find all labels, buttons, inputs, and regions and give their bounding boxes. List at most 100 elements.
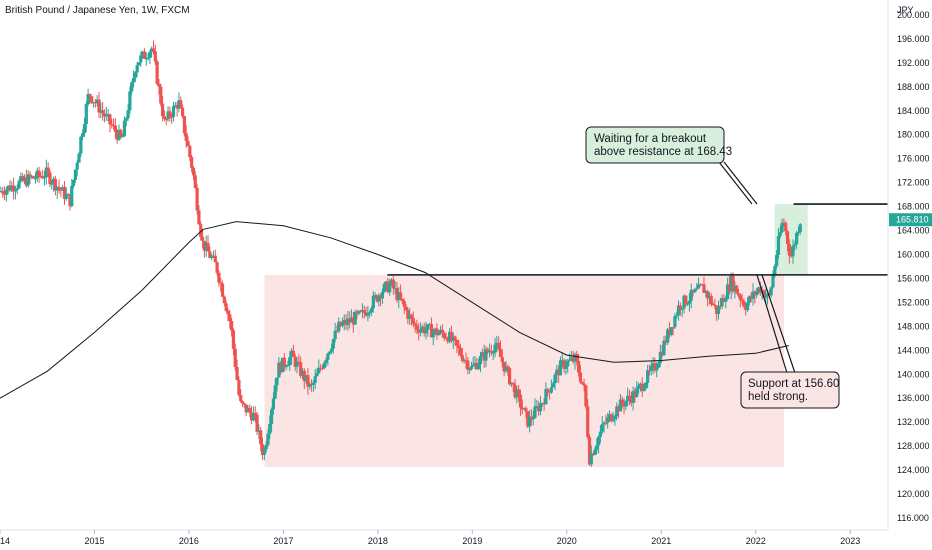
candle-body bbox=[487, 350, 492, 353]
candle-body bbox=[531, 417, 535, 420]
resistance-callout-box[interactable] bbox=[585, 126, 725, 164]
candle-body bbox=[656, 363, 661, 368]
candle-body bbox=[62, 187, 67, 199]
candle-body bbox=[280, 357, 285, 373]
candle-body bbox=[171, 106, 176, 117]
candle-body bbox=[219, 282, 223, 284]
candle-body bbox=[771, 275, 775, 288]
candle-body bbox=[507, 368, 512, 385]
candle-body bbox=[567, 359, 572, 361]
candle-body bbox=[509, 382, 513, 385]
candle-body bbox=[195, 187, 199, 211]
candle-body bbox=[587, 437, 592, 465]
candle-body bbox=[191, 167, 196, 176]
candle-body bbox=[340, 322, 345, 326]
candle-body bbox=[242, 403, 246, 405]
candle-body bbox=[10, 185, 14, 191]
y-tick-label: 132.000 bbox=[897, 417, 930, 427]
x-tick-label: 2018 bbox=[368, 536, 388, 546]
candle-body bbox=[480, 352, 484, 356]
candle-body bbox=[796, 232, 801, 234]
candle-body bbox=[780, 222, 784, 233]
x-tick-label: 2022 bbox=[746, 536, 766, 546]
candle-body bbox=[506, 366, 510, 369]
candle-body bbox=[226, 310, 230, 315]
candle-body bbox=[240, 401, 245, 404]
candle-body bbox=[433, 328, 437, 332]
candle-body bbox=[765, 293, 770, 297]
candle-body bbox=[139, 55, 143, 63]
support-callout-box[interactable] bbox=[740, 371, 840, 409]
y-tick-label: 140.000 bbox=[897, 369, 930, 379]
candle-body bbox=[68, 194, 72, 207]
candle-body bbox=[288, 357, 292, 366]
candle-body bbox=[210, 256, 214, 258]
candle-body bbox=[1, 190, 5, 194]
callout-pointer bbox=[761, 274, 796, 374]
candle-body bbox=[660, 351, 664, 356]
candle-body bbox=[538, 403, 543, 412]
candle-body bbox=[611, 419, 615, 422]
candle-body bbox=[633, 391, 637, 398]
candle-body bbox=[110, 124, 114, 126]
candle-body bbox=[222, 296, 226, 304]
y-tick-label: 164.000 bbox=[897, 226, 930, 236]
candle-body bbox=[153, 51, 157, 62]
candle-body bbox=[409, 314, 414, 319]
candle-body bbox=[724, 299, 728, 302]
candle-body bbox=[627, 395, 632, 399]
candle-body bbox=[206, 242, 210, 252]
candle-body bbox=[471, 364, 475, 367]
candle-body bbox=[309, 383, 314, 385]
candle-body bbox=[698, 284, 702, 286]
candle-body bbox=[202, 240, 206, 251]
candle-body bbox=[460, 355, 464, 361]
candle-body bbox=[21, 176, 25, 182]
candle-body bbox=[733, 285, 737, 292]
candle-body bbox=[42, 177, 47, 179]
candle-body bbox=[317, 367, 321, 374]
candle-body bbox=[706, 291, 710, 299]
candle-body bbox=[787, 243, 791, 256]
candle-body bbox=[775, 254, 779, 267]
candle-body bbox=[308, 383, 312, 387]
candle-body bbox=[635, 388, 639, 398]
candle-body bbox=[727, 284, 732, 292]
candle-body bbox=[438, 329, 443, 334]
candle-body bbox=[360, 310, 365, 312]
candle-body bbox=[269, 409, 274, 424]
candle-body bbox=[300, 370, 305, 376]
candle-body bbox=[537, 406, 541, 412]
candle-body bbox=[455, 340, 459, 346]
candle-body bbox=[520, 407, 524, 410]
candle-body bbox=[251, 412, 256, 421]
candle-body bbox=[86, 94, 90, 105]
y-tick-label: 124.000 bbox=[897, 465, 930, 475]
y-tick-label: 116.000 bbox=[897, 513, 929, 523]
candle-body bbox=[375, 295, 379, 302]
candle-body bbox=[478, 355, 483, 365]
candle-body bbox=[497, 342, 501, 349]
candle-body bbox=[462, 360, 466, 362]
candle-body bbox=[511, 382, 515, 385]
candle-body bbox=[26, 174, 30, 186]
candle-body bbox=[522, 408, 526, 410]
candle-body bbox=[177, 100, 181, 109]
candle-body bbox=[237, 379, 241, 395]
candle-body bbox=[437, 333, 441, 336]
candle-body bbox=[473, 362, 477, 365]
candle-body bbox=[262, 449, 266, 455]
candle-body bbox=[426, 324, 430, 330]
candle-body bbox=[729, 275, 733, 292]
candle-body bbox=[604, 422, 608, 424]
candle-body bbox=[130, 82, 134, 92]
candle-body bbox=[778, 232, 782, 237]
candle-body bbox=[339, 321, 343, 326]
candle-body bbox=[95, 99, 99, 104]
y-tick-label: 156.000 bbox=[897, 273, 930, 283]
candle-body bbox=[168, 111, 172, 117]
candle-body bbox=[50, 183, 54, 185]
candle-body bbox=[322, 362, 326, 369]
candle-body bbox=[235, 367, 239, 380]
